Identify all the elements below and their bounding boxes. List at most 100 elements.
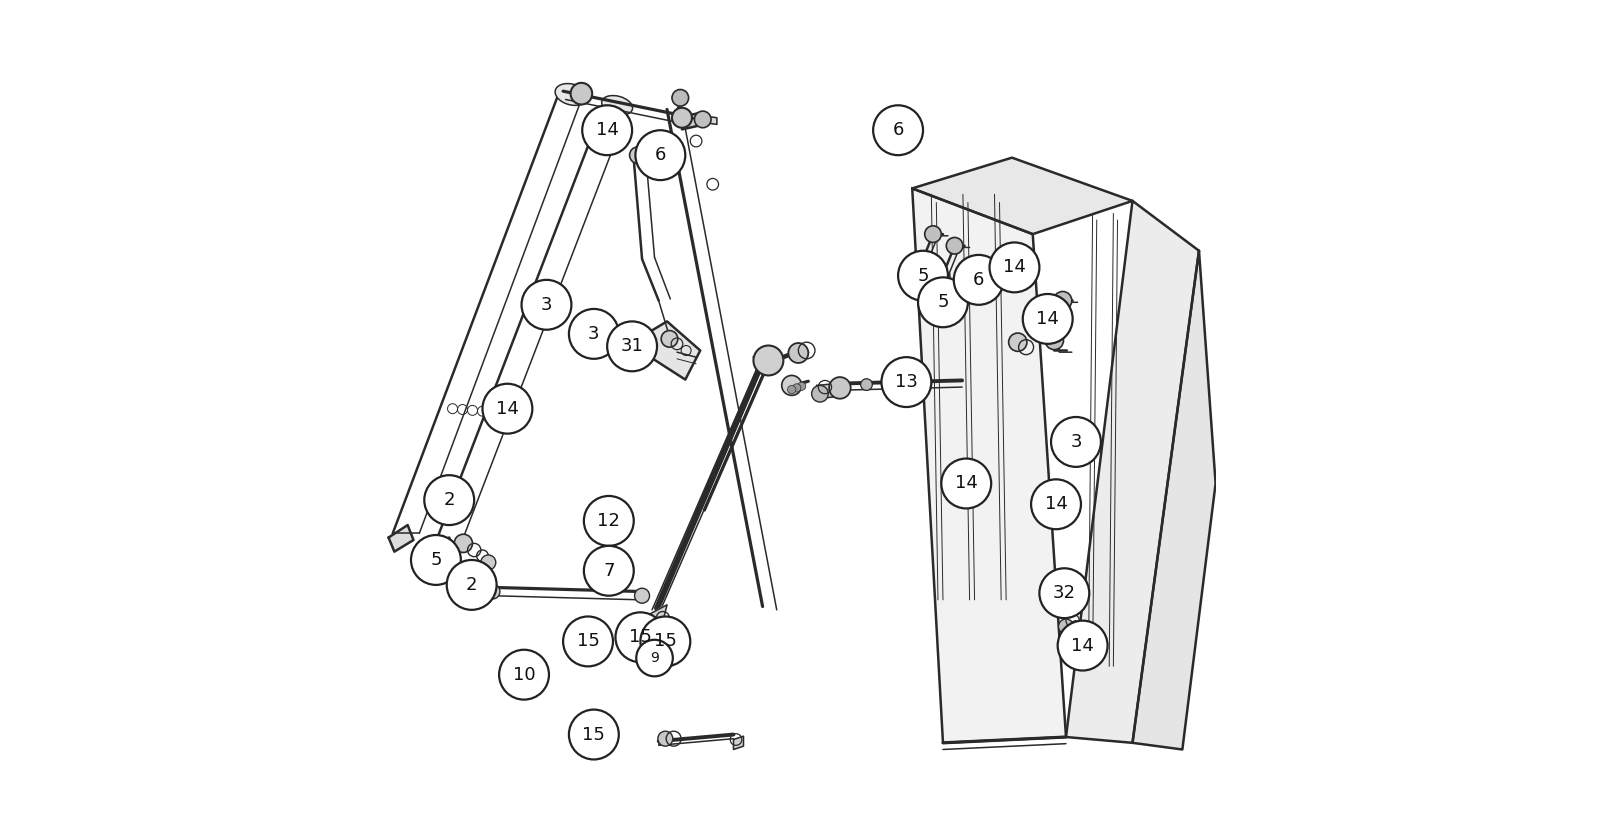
Circle shape <box>496 398 514 414</box>
Circle shape <box>1022 294 1072 344</box>
Circle shape <box>1008 333 1027 351</box>
Text: 14: 14 <box>1037 310 1059 328</box>
Circle shape <box>1059 619 1074 634</box>
Circle shape <box>1040 568 1090 618</box>
Circle shape <box>925 226 941 243</box>
Text: 12: 12 <box>597 512 621 530</box>
Text: 5: 5 <box>430 551 442 569</box>
Circle shape <box>637 640 674 676</box>
Text: 14: 14 <box>955 475 978 493</box>
Text: 5: 5 <box>938 294 949 311</box>
Circle shape <box>483 384 533 434</box>
Text: 6: 6 <box>893 121 904 139</box>
Circle shape <box>485 584 499 599</box>
Circle shape <box>570 309 619 359</box>
Polygon shape <box>638 605 667 631</box>
Text: 10: 10 <box>512 666 536 684</box>
Circle shape <box>829 377 851 399</box>
Circle shape <box>1051 417 1101 467</box>
Text: 3: 3 <box>541 296 552 314</box>
Polygon shape <box>430 538 454 564</box>
Text: 13: 13 <box>894 373 918 391</box>
Text: 15: 15 <box>582 726 605 744</box>
Text: 31: 31 <box>621 337 643 355</box>
Circle shape <box>672 89 688 106</box>
Circle shape <box>787 385 795 394</box>
Polygon shape <box>682 113 701 129</box>
Circle shape <box>1053 292 1072 309</box>
Circle shape <box>694 111 710 128</box>
Text: 2: 2 <box>466 576 477 594</box>
Text: 15: 15 <box>576 632 600 651</box>
Circle shape <box>584 496 634 545</box>
Polygon shape <box>912 188 1066 743</box>
Circle shape <box>918 278 968 327</box>
Circle shape <box>946 238 963 254</box>
Circle shape <box>571 83 592 104</box>
Circle shape <box>658 731 674 746</box>
Circle shape <box>797 382 806 390</box>
Text: 7: 7 <box>603 562 614 580</box>
Text: 14: 14 <box>1070 636 1094 655</box>
Text: 5: 5 <box>917 267 928 284</box>
Circle shape <box>789 343 808 363</box>
Text: 6: 6 <box>973 271 984 289</box>
Circle shape <box>629 147 646 163</box>
Circle shape <box>499 650 549 700</box>
Text: 3: 3 <box>589 325 600 343</box>
Circle shape <box>640 616 690 666</box>
Circle shape <box>861 379 872 390</box>
Circle shape <box>616 612 666 662</box>
Circle shape <box>424 475 474 525</box>
Circle shape <box>584 545 634 595</box>
Circle shape <box>411 535 461 585</box>
Circle shape <box>811 385 829 402</box>
Circle shape <box>454 535 472 552</box>
Circle shape <box>1045 331 1064 349</box>
Ellipse shape <box>555 83 587 105</box>
Circle shape <box>962 266 978 283</box>
Text: 14: 14 <box>595 121 619 139</box>
Circle shape <box>640 614 653 627</box>
Circle shape <box>917 266 933 283</box>
Text: 2: 2 <box>443 491 454 509</box>
Circle shape <box>1030 480 1082 530</box>
Text: 14: 14 <box>1003 259 1026 276</box>
Circle shape <box>522 280 571 329</box>
Text: 14: 14 <box>496 399 518 418</box>
Circle shape <box>648 644 664 659</box>
Circle shape <box>938 278 955 294</box>
Text: 6: 6 <box>654 146 666 164</box>
Circle shape <box>606 321 658 371</box>
Circle shape <box>754 345 784 375</box>
Polygon shape <box>984 276 1002 286</box>
Polygon shape <box>1133 251 1216 750</box>
Circle shape <box>910 376 922 388</box>
Text: 3: 3 <box>1070 433 1082 451</box>
Circle shape <box>954 255 1003 304</box>
Circle shape <box>570 710 619 760</box>
Text: 32: 32 <box>1053 585 1075 602</box>
Circle shape <box>882 357 931 407</box>
Circle shape <box>582 105 632 155</box>
Circle shape <box>482 555 496 570</box>
Circle shape <box>989 243 1040 292</box>
Polygon shape <box>629 321 701 379</box>
Circle shape <box>661 330 678 347</box>
Circle shape <box>874 105 923 155</box>
Polygon shape <box>1066 201 1198 743</box>
Circle shape <box>635 588 650 603</box>
Circle shape <box>941 459 990 509</box>
Polygon shape <box>912 158 1133 234</box>
Text: 14: 14 <box>1045 495 1067 513</box>
Circle shape <box>672 108 691 128</box>
Text: 9: 9 <box>650 651 659 665</box>
Circle shape <box>792 384 802 392</box>
Circle shape <box>635 130 685 180</box>
Circle shape <box>782 375 802 395</box>
Text: 15: 15 <box>654 632 677 651</box>
Polygon shape <box>814 384 835 399</box>
Circle shape <box>563 616 613 666</box>
Circle shape <box>446 560 496 610</box>
Polygon shape <box>891 128 906 138</box>
